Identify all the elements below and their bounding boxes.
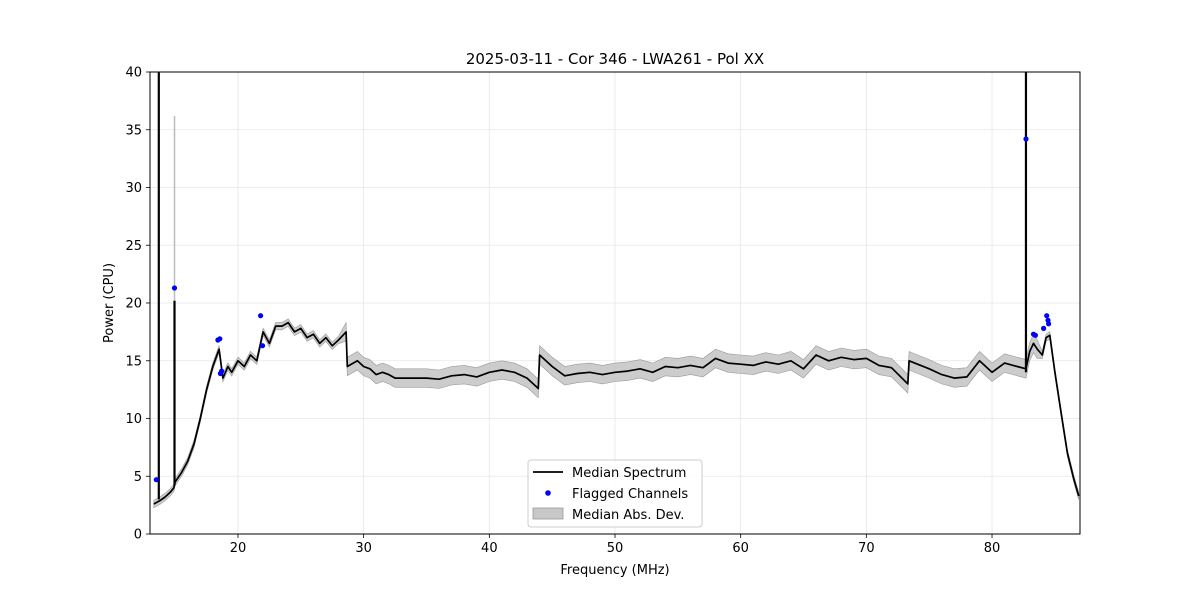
mad-band-layer — [153, 115, 1079, 509]
x-tick-label: 60 — [732, 541, 749, 556]
median-spectrum-line — [153, 321, 1080, 505]
x-tick-label: 70 — [858, 541, 875, 556]
x-axis-label: Frequency (MHz) — [560, 563, 669, 578]
legend-label-median: Median Spectrum — [572, 466, 686, 481]
x-tick-label: 40 — [481, 541, 498, 556]
x-tick-label: 20 — [230, 541, 247, 556]
flagged-channel-point — [258, 313, 264, 319]
x-tick-label: 30 — [355, 541, 372, 556]
median-line-layer — [153, 72, 1080, 505]
ticks: 20 30 40 50 60 70 80 0 5 10 15 20 25 30 35 40 — [125, 66, 1000, 557]
y-tick-label: 25 — [125, 239, 142, 254]
flagged-channel-point — [1046, 321, 1052, 327]
x-tick-label: 80 — [984, 541, 1001, 556]
flagged-points-layer — [153, 136, 1052, 483]
flagged-channel-point — [153, 477, 159, 483]
legend-swatch-flagged — [545, 490, 551, 496]
mad-band — [153, 318, 1079, 509]
legend-swatch-mad — [532, 507, 564, 520]
chart-title: 2025-03-11 - Cor 346 - LWA261 - Pol XX — [466, 50, 764, 68]
flagged-channel-point — [259, 343, 266, 349]
y-tick-label: 5 — [134, 470, 142, 485]
y-tick-label: 10 — [125, 412, 142, 427]
legend: Median Spectrum Flagged Channels Median … — [527, 459, 703, 528]
x-tick-label: 50 — [607, 541, 624, 556]
flagged-channel-point — [1032, 332, 1038, 338]
y-tick-label: 15 — [125, 354, 142, 369]
legend-label-mad: Median Abs. Dev. — [572, 508, 684, 523]
flagged-channel-point — [1041, 325, 1047, 331]
y-axis-label: Power (CPU) — [102, 263, 117, 343]
flagged-channel-point — [217, 336, 223, 342]
y-tick-label: 0 — [134, 528, 142, 543]
y-tick-label: 20 — [125, 297, 142, 312]
y-tick-label: 40 — [125, 66, 142, 81]
flagged-channel-point — [171, 285, 178, 291]
flagged-channel-point — [219, 368, 225, 374]
y-tick-label: 35 — [125, 123, 142, 138]
y-tick-label: 30 — [125, 181, 142, 196]
flagged-channel-point — [1044, 313, 1050, 319]
flagged-channel-point — [1023, 136, 1029, 142]
legend-box — [527, 459, 703, 528]
legend-label-flagged: Flagged Channels — [572, 487, 688, 502]
